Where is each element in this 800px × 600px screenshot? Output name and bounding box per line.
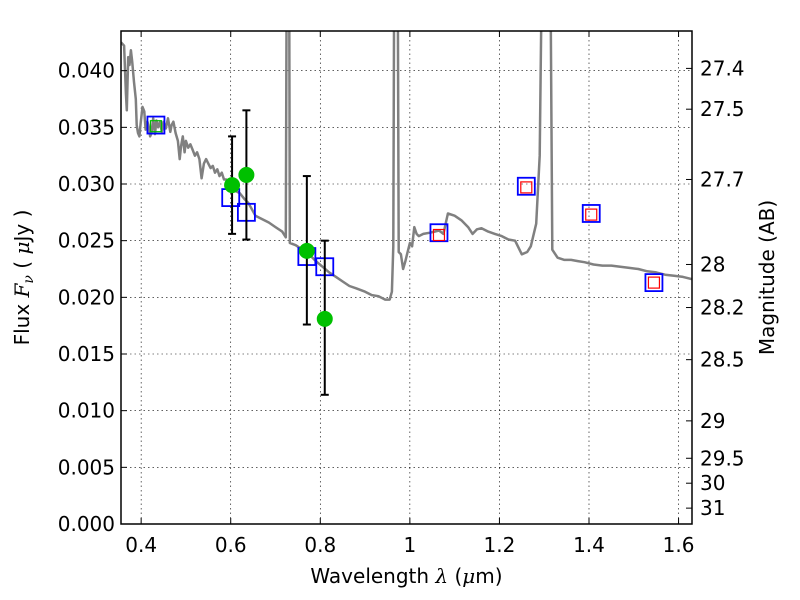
observed-point — [298, 242, 315, 259]
observed-point — [316, 310, 333, 327]
y-tick-label: 0.025 — [58, 229, 115, 253]
model-band-square — [429, 223, 449, 243]
plot-area — [121, 31, 692, 396]
x-axis-label-unit: m) — [475, 564, 502, 588]
observed-point — [238, 166, 255, 183]
y-axis-label-nu: ν — [21, 275, 37, 284]
y2-tick-label: 28.5 — [700, 348, 745, 372]
model-spectrum-line — [121, 31, 692, 301]
y-tick-label: 0.035 — [58, 115, 115, 139]
y-tick-label: 0.005 — [58, 455, 115, 479]
y2-tick-label: 27.5 — [700, 97, 745, 121]
model-band-square — [516, 176, 536, 196]
x-tick-label: 1.2 — [484, 533, 516, 557]
x-tick-label: 1.6 — [663, 533, 695, 557]
observed-point — [224, 177, 241, 194]
model-band-square — [581, 204, 601, 223]
x-tick-label: 1.4 — [573, 533, 605, 557]
axis-tick-labels: 0.4 0.6 0.8 1 1.2 1.4 1.6 0.000 0.005 0.010 0.015 0… — [58, 56, 745, 557]
x-axis-label-text: Wavelength — [310, 564, 435, 588]
grid — [121, 31, 692, 525]
x-tick-label: 0.8 — [304, 533, 336, 557]
x-axis-label-open: ( — [448, 564, 462, 588]
y-tick-label: 0.030 — [58, 172, 115, 196]
x-axis-label-mu: μ — [462, 564, 475, 588]
model-band-square — [146, 115, 166, 135]
y2-tick-label: 29.5 — [700, 446, 745, 470]
x-tick-label: 0.6 — [215, 533, 247, 557]
y2-tick-label: 27.4 — [700, 56, 745, 80]
y-tick-label: 0.020 — [58, 285, 115, 309]
y-axis-label-text: Flux — [10, 297, 34, 345]
plot-frame — [120, 30, 693, 525]
y2-tick-label: 28.2 — [700, 296, 745, 320]
y2-axis-label: Magnitude (AB) — [755, 200, 779, 355]
y2-tick-label: 31 — [700, 496, 725, 520]
x-tick-label: 0.4 — [125, 533, 157, 557]
axis-ticks — [121, 31, 692, 525]
y2-tick-label: 29 — [700, 409, 725, 433]
model-band-square-red — [432, 228, 446, 242]
y2-tick-label: 30 — [700, 471, 725, 495]
y2-tick-label: 27.7 — [700, 167, 745, 191]
y-tick-label: 0.010 — [58, 399, 115, 423]
y-axis-label-unit: Jy ) — [10, 210, 34, 244]
model-band-square-red — [520, 181, 533, 194]
x-axis-label: Wavelength λ (μm) — [310, 564, 502, 588]
y-axis-label: Flux Fν ( μJy ) — [10, 210, 37, 346]
y-tick-label: 0.040 — [58, 59, 115, 83]
y2-tick-label: 28 — [700, 252, 725, 276]
y-axis-label-open: ( — [10, 255, 34, 276]
model-band-square-red — [647, 276, 661, 289]
y-tick-label: 0.015 — [58, 342, 115, 366]
x-axis-label-lambda: λ — [434, 564, 448, 588]
model-band-square — [644, 273, 664, 293]
y-axis-label-mu: μ — [10, 242, 34, 255]
y-tick-label: 0.000 — [58, 512, 115, 536]
model-band-square-green — [149, 120, 163, 133]
y-axis-label-f: F — [10, 282, 34, 298]
x-tick-label: 1 — [403, 533, 416, 557]
model-band-square-red — [585, 208, 598, 221]
